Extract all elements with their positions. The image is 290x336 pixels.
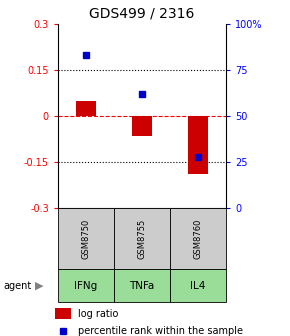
Bar [132,116,152,136]
Text: percentile rank within the sample: percentile rank within the sample [78,326,243,336]
Bar [76,100,96,116]
Text: GSM8750: GSM8750 [81,218,90,259]
Bar [58,269,114,302]
Bar [55,308,71,319]
Text: IFNg: IFNg [75,281,98,291]
Text: ▶: ▶ [35,281,44,291]
Text: IL4: IL4 [191,281,206,291]
Bar [114,208,170,269]
Bar [188,116,208,174]
Text: GSM8760: GSM8760 [194,218,203,259]
Text: agent: agent [3,281,31,291]
Bar [58,208,114,269]
Text: TNFa: TNFa [129,281,155,291]
Title: GDS499 / 2316: GDS499 / 2316 [89,7,195,21]
Text: log ratio: log ratio [78,309,118,319]
Bar [114,269,170,302]
Text: GSM8755: GSM8755 [137,218,147,259]
Bar [170,208,226,269]
Bar [170,269,226,302]
